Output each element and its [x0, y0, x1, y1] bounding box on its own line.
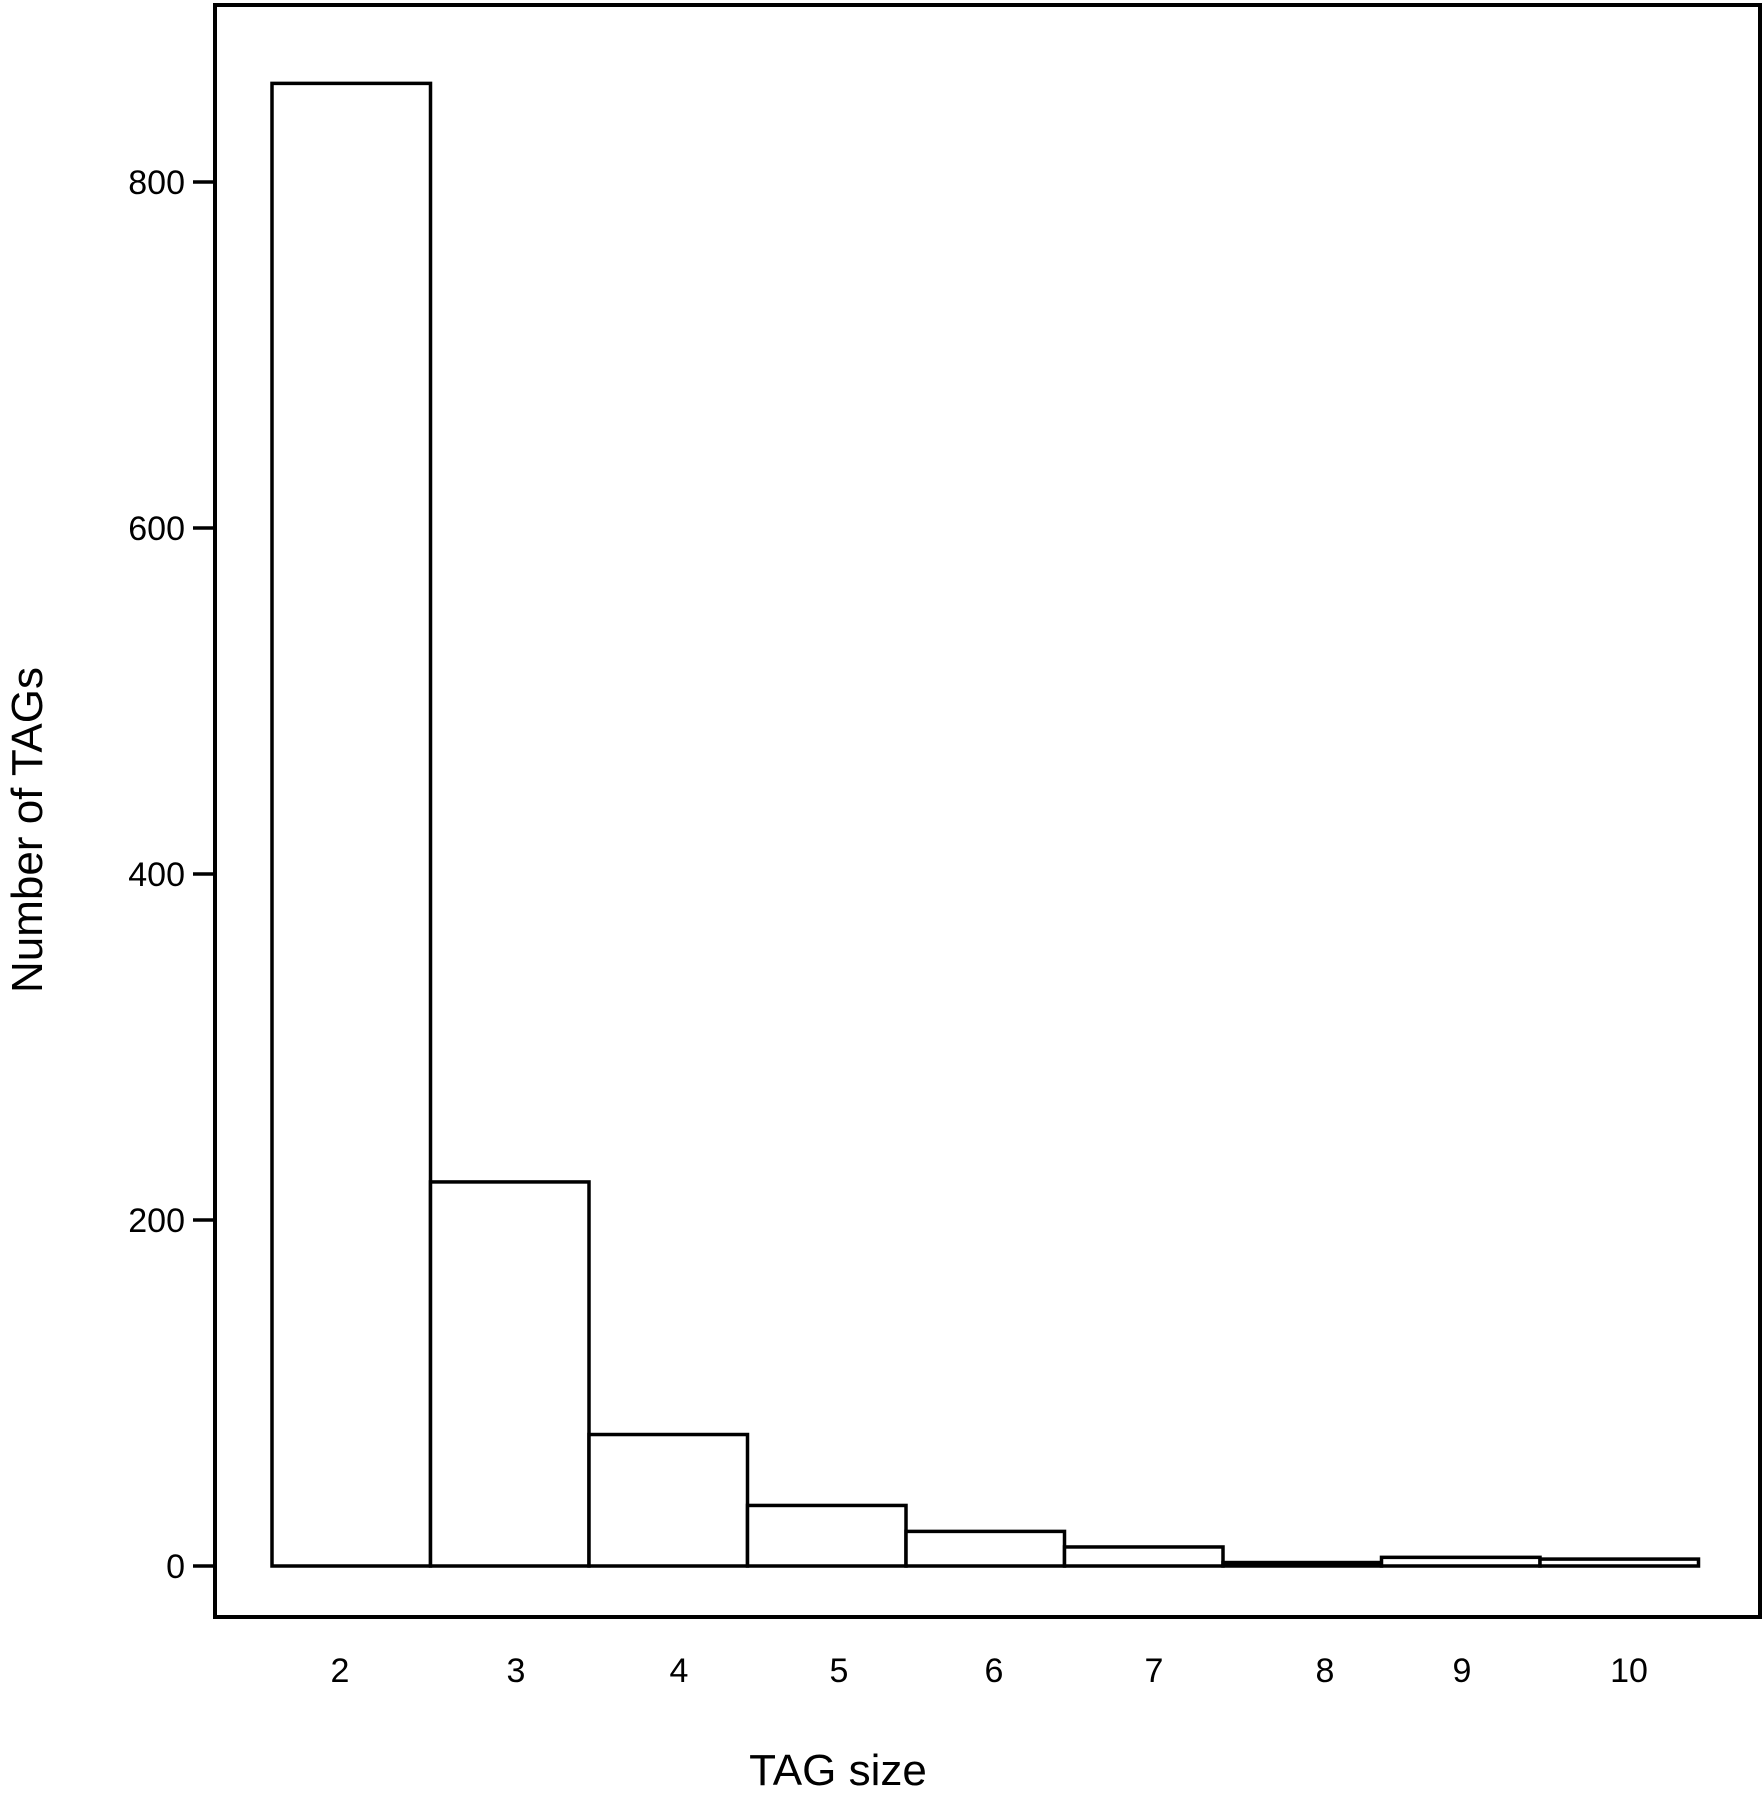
plot-frame	[213, 3, 1762, 1619]
bar-9	[1379, 1555, 1542, 1568]
x-tick-label: 10	[1610, 1652, 1648, 1690]
x-axis-title: TAG size	[749, 1746, 927, 1795]
x-tick-label: 6	[985, 1652, 1004, 1690]
x-tick-label: 3	[507, 1652, 526, 1690]
bar-10	[1538, 1557, 1701, 1568]
x-tick-label: 7	[1145, 1652, 1164, 1690]
bar-2	[270, 81, 433, 1568]
x-tick-label: 9	[1453, 1652, 1472, 1690]
y-tick-label: 0	[166, 1548, 185, 1586]
x-tick-label: 4	[670, 1652, 689, 1690]
bar-8	[1221, 1560, 1384, 1568]
y-axis: 0 200 400 600 800	[128, 164, 215, 1586]
y-tick-label: 800	[128, 164, 185, 202]
bar-5	[745, 1503, 908, 1568]
y-tick-label: 200	[128, 1202, 185, 1240]
bar-6	[904, 1529, 1067, 1568]
bar-4	[587, 1432, 750, 1568]
y-axis-title: Number of TAGs	[3, 667, 52, 993]
bars	[270, 81, 1701, 1568]
y-tick-label: 600	[128, 510, 185, 548]
bar-3	[428, 1180, 591, 1568]
x-tick-label: 8	[1316, 1652, 1335, 1690]
y-tick-label: 400	[128, 856, 185, 894]
bar-7	[1062, 1545, 1225, 1568]
x-axis: 2 3 4 5 6 7 8 9 10	[331, 1652, 1648, 1690]
x-tick-label: 2	[331, 1652, 350, 1690]
x-tick-label: 5	[830, 1652, 849, 1690]
